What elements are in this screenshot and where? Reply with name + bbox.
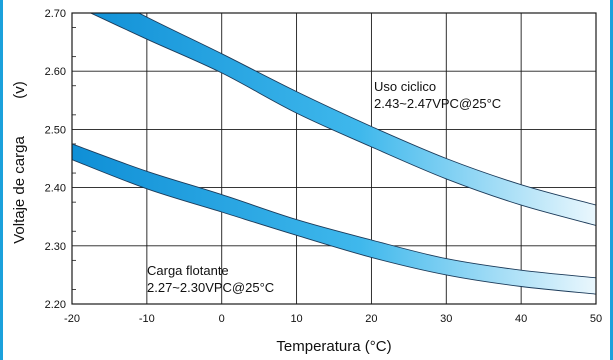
y-tick-label: 2.50	[45, 124, 66, 136]
band-carga-flotante	[72, 143, 596, 295]
x-tick-label: 10	[290, 313, 302, 325]
annotation-uso-ciclico-title: Uso ciclico	[374, 79, 436, 94]
annotation-carga-flotante-title: Carga flotante	[147, 263, 229, 278]
plot-frame	[71, 12, 597, 305]
annotation-uso-ciclico: Uso ciclico 2.43~2.47VPC@25°C	[374, 79, 501, 111]
tick-layer: -20 -10 0 10 20 30 40 50 2.20 2.30 2.40 2.50 2.60 2.7…	[45, 8, 603, 325]
left-border-stripe	[0, 0, 3, 360]
x-tick-label: 50	[590, 313, 602, 325]
x-tick-label: -20	[64, 313, 80, 325]
y-tick-label: 2.40	[45, 183, 66, 195]
x-tick-label: -10	[139, 313, 155, 325]
y-tick-label: 2.60	[45, 66, 66, 78]
x-axis-title: Temperatura (°C)	[276, 338, 391, 355]
band-uso-ciclico	[89, 13, 596, 226]
y-tick-label: 2.30	[45, 241, 66, 253]
y-axis-title: Voltaje de carga (v)	[11, 81, 28, 244]
annotation-carga-flotante: Carga flotante 2.27~2.30VPC@25°C	[147, 263, 274, 295]
y-axis-title-main: Voltaje de carga	[11, 136, 28, 244]
band-layer	[72, 13, 596, 295]
x-tick-label: 30	[440, 313, 452, 325]
y-tick-label: 2.20	[45, 299, 66, 311]
annotation-carga-flotante-range: 2.27~2.30VPC@25°C	[147, 280, 274, 295]
grid-layer	[72, 13, 596, 304]
right-border-stripe	[610, 0, 613, 360]
annotation-uso-ciclico-range: 2.43~2.47VPC@25°C	[374, 96, 501, 111]
x-tick-label: 40	[515, 313, 527, 325]
x-tick-label: 20	[365, 313, 377, 325]
y-tick-label: 2.70	[45, 8, 66, 20]
y-axis-title-unit: (v)	[11, 81, 28, 99]
x-tick-label: 0	[219, 313, 225, 325]
